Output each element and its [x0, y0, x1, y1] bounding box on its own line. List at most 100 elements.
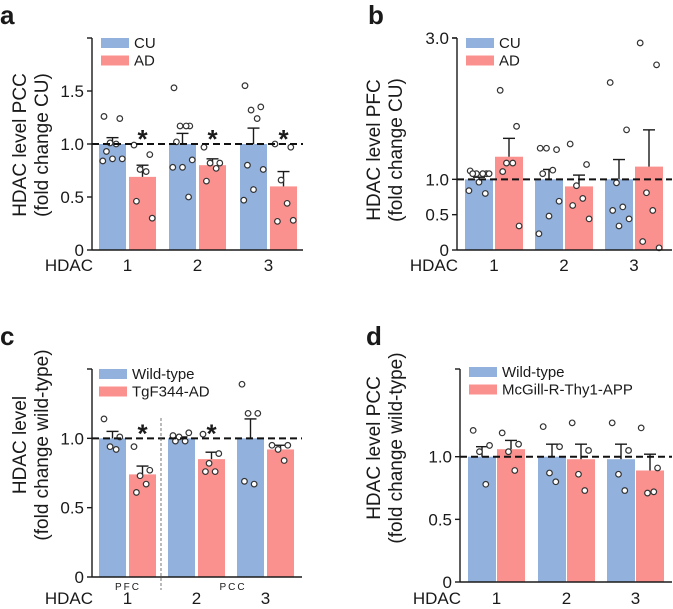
data-point [203, 177, 210, 185]
data-point [469, 170, 477, 178]
data-point [259, 166, 267, 173]
data-point [176, 122, 184, 130]
data-point [485, 170, 493, 178]
data-point [182, 122, 190, 130]
data-point [511, 467, 519, 474]
data-point [206, 159, 214, 167]
data-point [202, 468, 209, 476]
data-point [566, 140, 574, 148]
bar-AD-3 [635, 166, 663, 250]
bar-McGill-R-Thy1-APP-2 [567, 459, 595, 582]
x-axis-label: HDAC [45, 256, 93, 275]
data-point [569, 202, 577, 209]
y-tick-label: 0 [75, 241, 84, 260]
data-point [555, 197, 563, 205]
data-point [116, 115, 124, 122]
data-point [133, 489, 140, 496]
legend-swatch [101, 55, 129, 66]
data-point [185, 429, 193, 437]
legend-swatch [101, 38, 129, 48]
data-point [268, 441, 276, 449]
data-point [465, 187, 473, 195]
panel-letter: b [368, 0, 384, 30]
data-point [575, 470, 582, 478]
data-point [142, 168, 150, 175]
data-point [103, 148, 110, 155]
data-point [481, 190, 489, 197]
data-point [583, 161, 590, 168]
significance-star: * [207, 124, 218, 154]
significance-star: * [137, 418, 148, 448]
data-point [568, 419, 576, 427]
data-point [546, 469, 553, 477]
data-point [625, 215, 633, 223]
data-point [277, 176, 285, 184]
x-axis-label: HDAC [45, 589, 93, 608]
data-point [505, 448, 512, 456]
data-point [179, 163, 186, 171]
legend-swatch [469, 384, 497, 395]
bar-TgF344-AD-2 [198, 459, 225, 577]
y-tick-label: 0.5 [60, 499, 84, 518]
data-point [539, 170, 547, 178]
data-point [185, 193, 192, 201]
data-point [644, 489, 651, 497]
y-axis-label: (fold change CU) [32, 73, 53, 217]
region-label: PFC [115, 582, 141, 593]
legend-label: AD [134, 53, 155, 70]
y-axis-label: HDAC level PCC [10, 73, 31, 217]
bar-Wild-type-1 [99, 438, 126, 577]
data-point [579, 195, 587, 202]
panel-letter: c [0, 321, 14, 351]
data-point [549, 166, 557, 174]
y-tick-label: 0.5 [425, 206, 449, 225]
legend-swatch [466, 55, 494, 66]
data-point [482, 480, 490, 488]
data-point [136, 472, 144, 480]
data-point [553, 146, 560, 154]
data-point [253, 115, 261, 122]
data-point [284, 441, 292, 449]
data-point [130, 443, 138, 451]
bar-Wild-type-3 [237, 438, 264, 577]
legend-label: AD [499, 53, 520, 70]
data-point [619, 203, 627, 211]
x-axis-label: HDAC [413, 589, 461, 608]
data-point [496, 86, 504, 94]
panel-letter: d [366, 321, 382, 351]
x-tick-label: 3 [261, 589, 270, 608]
y-axis-label: (fold change CU) [386, 78, 407, 222]
y-axis-label: HDAC level PCC [364, 376, 385, 520]
data-point [615, 470, 622, 478]
data-point [199, 430, 207, 438]
data-point [639, 238, 647, 245]
data-point [536, 144, 544, 152]
panel-b: b HDAC level PFC (fold change CU) 0 0.5 1.0 3.… [364, 0, 672, 275]
data-point [552, 478, 560, 486]
data-point [212, 164, 220, 172]
y-axis-label: HDAC level [10, 396, 31, 494]
legend-swatch [99, 386, 127, 397]
data-point [623, 126, 630, 134]
x-tick-label: 1 [123, 589, 132, 608]
data-point [621, 487, 629, 494]
data-point [244, 409, 252, 417]
y-tick-label: 0 [443, 573, 452, 592]
data-point [509, 159, 517, 167]
data-point [476, 448, 483, 456]
bar-TgF344-AD-1 [129, 474, 156, 577]
x-tick-label: 1 [123, 256, 132, 275]
data-point [146, 466, 154, 474]
data-point [211, 468, 219, 476]
data-point [216, 159, 224, 167]
data-point [535, 230, 543, 238]
data-point [581, 487, 589, 494]
data-point [636, 39, 644, 47]
y-axis-label: HDAC level PFC [364, 79, 385, 220]
region-label: PCC [219, 582, 246, 593]
significance-star: * [137, 124, 148, 154]
data-point [486, 442, 493, 449]
panel-a: a HDAC level PCC (fold change CU) * * * 0 0.5 1.… [0, 0, 303, 275]
data-point [170, 84, 178, 92]
data-point [615, 222, 623, 230]
